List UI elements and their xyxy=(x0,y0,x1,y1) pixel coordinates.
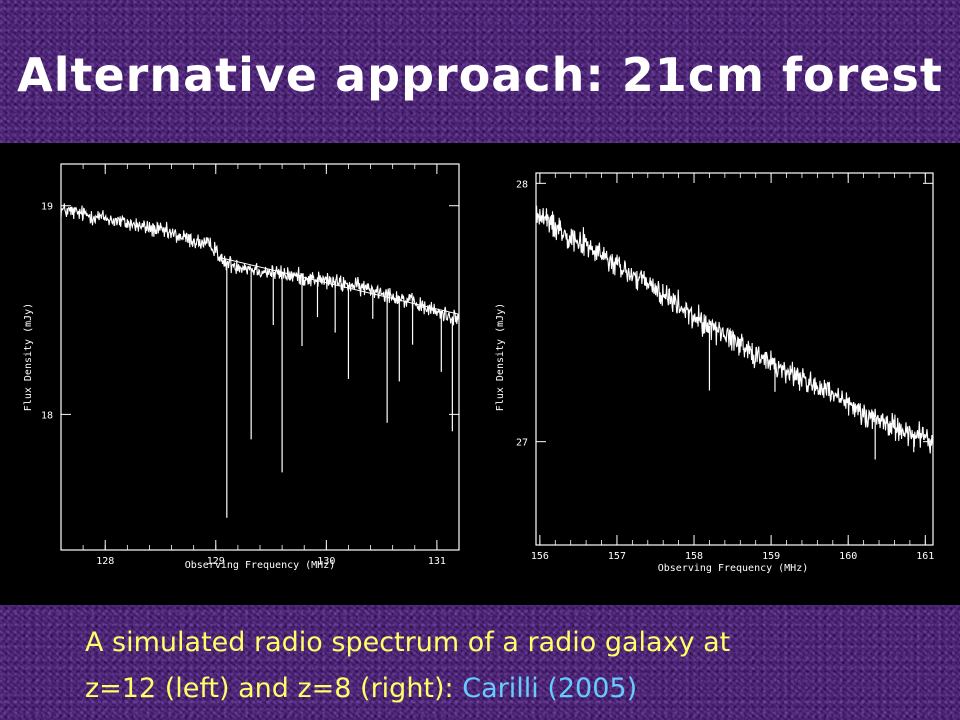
spectrum-plot-left: 128 129 130 131 18 19 Observing Frequency (MH… xyxy=(23,163,460,571)
citation-link[interactable]: Carilli (2005) xyxy=(462,673,638,704)
slide-caption: A simulated radio spectrum of a radio ga… xyxy=(85,620,945,712)
x-axis-label-right: Observing Frequency (MHz) xyxy=(658,563,809,574)
y-tick-label-right: 28 xyxy=(516,179,528,190)
figure-panel: 128 129 130 131 18 19 Observing Frequency (MH… xyxy=(0,143,960,605)
y-tick-label-right: 27 xyxy=(516,438,528,449)
slide-title: Alternative approach: 21cm forest xyxy=(17,48,943,102)
plot-frame-right xyxy=(535,172,934,546)
x-tick-label-right: 161 xyxy=(916,551,934,562)
spectra-figure: 128 129 130 131 18 19 Observing Frequency (MH… xyxy=(23,163,934,574)
x-tick-label-left: 130 xyxy=(317,556,335,567)
continuum-line-left xyxy=(221,257,459,315)
spectrum-trace-right xyxy=(536,205,933,454)
x-tick-label-right: 160 xyxy=(839,551,857,562)
caption-line-2: z=12 (left) and z=8 (right): Carilli (20… xyxy=(85,666,945,712)
y-axis-label-right: Flux Density (mJy) xyxy=(495,303,506,411)
y-axis-label-left: Flux Density (mJy) xyxy=(23,303,34,411)
spectrum-trace-left xyxy=(61,203,459,326)
x-tick-label-right: 158 xyxy=(685,551,703,562)
x-tick-label-left: 129 xyxy=(207,556,225,567)
y-tick-label-left: 18 xyxy=(41,410,53,421)
x-tick-label-right: 156 xyxy=(531,551,549,562)
caption-line-1: A simulated radio spectrum of a radio ga… xyxy=(85,627,731,658)
x-tick-label-left: 128 xyxy=(96,556,114,567)
x-tick-label-left: 131 xyxy=(428,556,446,567)
x-tick-label-right: 157 xyxy=(608,551,626,562)
spectrum-plot-right: 156 157 158 159 160 161 27 28 Observing Frequen… xyxy=(495,172,934,574)
x-axis-label-left: Observing Frequency (MHz) xyxy=(185,560,336,571)
caption-line-2-text: z=12 (left) and z=8 (right): xyxy=(85,673,463,704)
y-tick-label-left: 19 xyxy=(41,202,53,213)
x-tick-label-right: 159 xyxy=(762,551,780,562)
